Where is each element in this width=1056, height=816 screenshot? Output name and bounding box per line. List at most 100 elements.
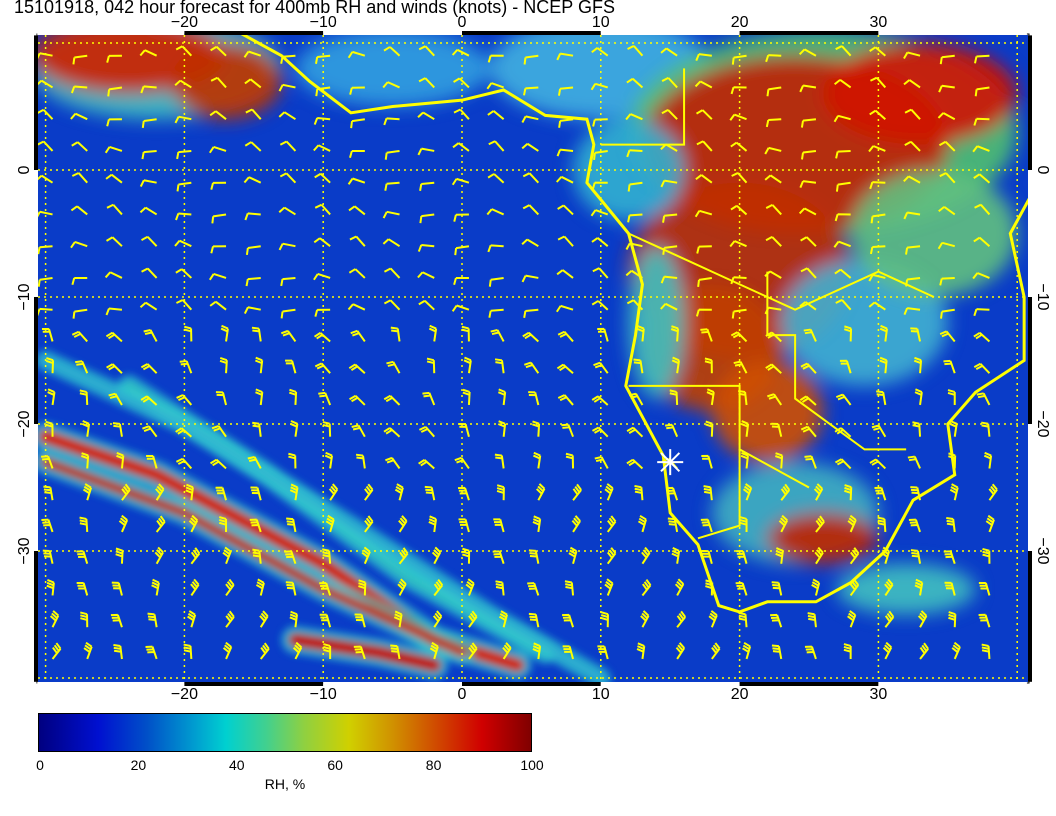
frame-bar	[34, 424, 38, 551]
wind-barb	[249, 518, 262, 533]
wind-barb	[106, 203, 123, 216]
wind-barb	[733, 360, 748, 374]
frame-bar	[184, 31, 324, 35]
wind-barb	[667, 517, 679, 533]
wind-barb	[488, 308, 504, 318]
wind-barb	[142, 425, 158, 438]
rh-region	[836, 563, 976, 615]
wind-barb	[946, 517, 956, 533]
wind-barb	[564, 580, 575, 596]
wind-barb	[800, 236, 817, 247]
wind-barb	[627, 213, 643, 223]
wind-barb	[251, 326, 262, 342]
wind-barb	[347, 50, 366, 59]
wind-barb	[637, 514, 647, 533]
wind-barb	[70, 112, 88, 121]
wind-barb	[949, 483, 959, 501]
wind-barb	[938, 84, 955, 93]
wind-barb	[528, 612, 540, 628]
colorbar-tick-label: 0	[36, 757, 44, 773]
wind-barb	[46, 579, 55, 596]
wind-barb	[453, 276, 469, 286]
wind-barb	[187, 610, 197, 628]
wind-barb	[568, 546, 578, 564]
wind-barb	[175, 299, 193, 311]
wind-barb	[453, 77, 470, 89]
wind-barb	[801, 149, 817, 160]
wind-barb	[660, 302, 678, 311]
wind-barb	[222, 641, 233, 660]
wind-barb	[313, 144, 331, 152]
wind-barb	[665, 486, 679, 501]
wind-barb	[108, 392, 123, 406]
wind-barb	[834, 213, 851, 222]
wind-barb	[454, 245, 470, 256]
frame-bar	[34, 551, 38, 682]
wind-barb	[799, 84, 817, 93]
wind-barb	[765, 203, 782, 216]
wind-barb	[384, 149, 400, 160]
wind-barb	[41, 518, 54, 533]
wind-barb	[937, 112, 956, 121]
lat-tick-label: −10	[16, 283, 33, 311]
wind-barb	[701, 550, 713, 564]
wind-barb	[495, 580, 505, 596]
wind-barb	[523, 361, 540, 374]
frame-bar	[37, 31, 185, 35]
wind-barb	[730, 331, 748, 343]
wind-barb	[210, 45, 227, 57]
wind-barb	[382, 238, 401, 248]
wind-barb	[536, 483, 546, 501]
wind-barb	[696, 109, 713, 120]
wind-barb	[625, 113, 643, 121]
frame-bar	[184, 682, 324, 686]
wind-barb	[318, 391, 332, 406]
wind-barb	[593, 149, 608, 160]
wind-barb	[284, 550, 297, 565]
wind-barb	[729, 113, 747, 121]
frame-bar	[37, 682, 185, 686]
wind-barb	[319, 613, 332, 628]
rh-streak	[288, 632, 442, 673]
frame-bar	[600, 31, 740, 35]
wind-barb	[468, 610, 478, 628]
wind-barb	[243, 176, 262, 184]
wind-barb	[492, 550, 505, 565]
wind-barb	[418, 77, 435, 89]
wind-barb	[766, 86, 782, 97]
wind-barb	[697, 276, 712, 287]
wind-barb	[868, 145, 886, 153]
wind-barb	[350, 329, 366, 343]
wind-barb	[498, 610, 508, 628]
wind-barb	[775, 452, 784, 469]
wind-barb	[597, 327, 609, 342]
wind-barb	[398, 515, 408, 533]
wind-barb	[383, 394, 401, 406]
wind-barb	[591, 47, 609, 57]
wind-barb	[288, 388, 298, 406]
wind-barb	[606, 515, 617, 533]
wind-barb	[106, 363, 123, 374]
wind-barb	[868, 273, 886, 282]
wind-barb	[800, 362, 817, 374]
wind-barb	[904, 108, 921, 120]
wind-barb	[729, 240, 747, 248]
wind-barb	[947, 389, 956, 405]
wind-barb	[660, 47, 678, 57]
wind-barb	[452, 142, 470, 152]
lon-tick-label: 30	[869, 686, 888, 703]
wind-barb	[849, 578, 860, 597]
wind-barb	[190, 578, 200, 597]
lon-tick-label: 10	[591, 14, 610, 31]
wind-barb	[358, 579, 367, 596]
wind-barb	[798, 48, 817, 57]
wind-barb	[383, 46, 401, 57]
wind-barb	[557, 204, 574, 216]
wind-barb	[636, 642, 646, 660]
wind-barb	[496, 484, 505, 501]
wind-barb	[591, 395, 609, 406]
wind-barb	[740, 452, 749, 469]
wind-barb	[244, 141, 262, 152]
wind-barb	[711, 642, 721, 660]
wind-barb	[349, 394, 366, 406]
